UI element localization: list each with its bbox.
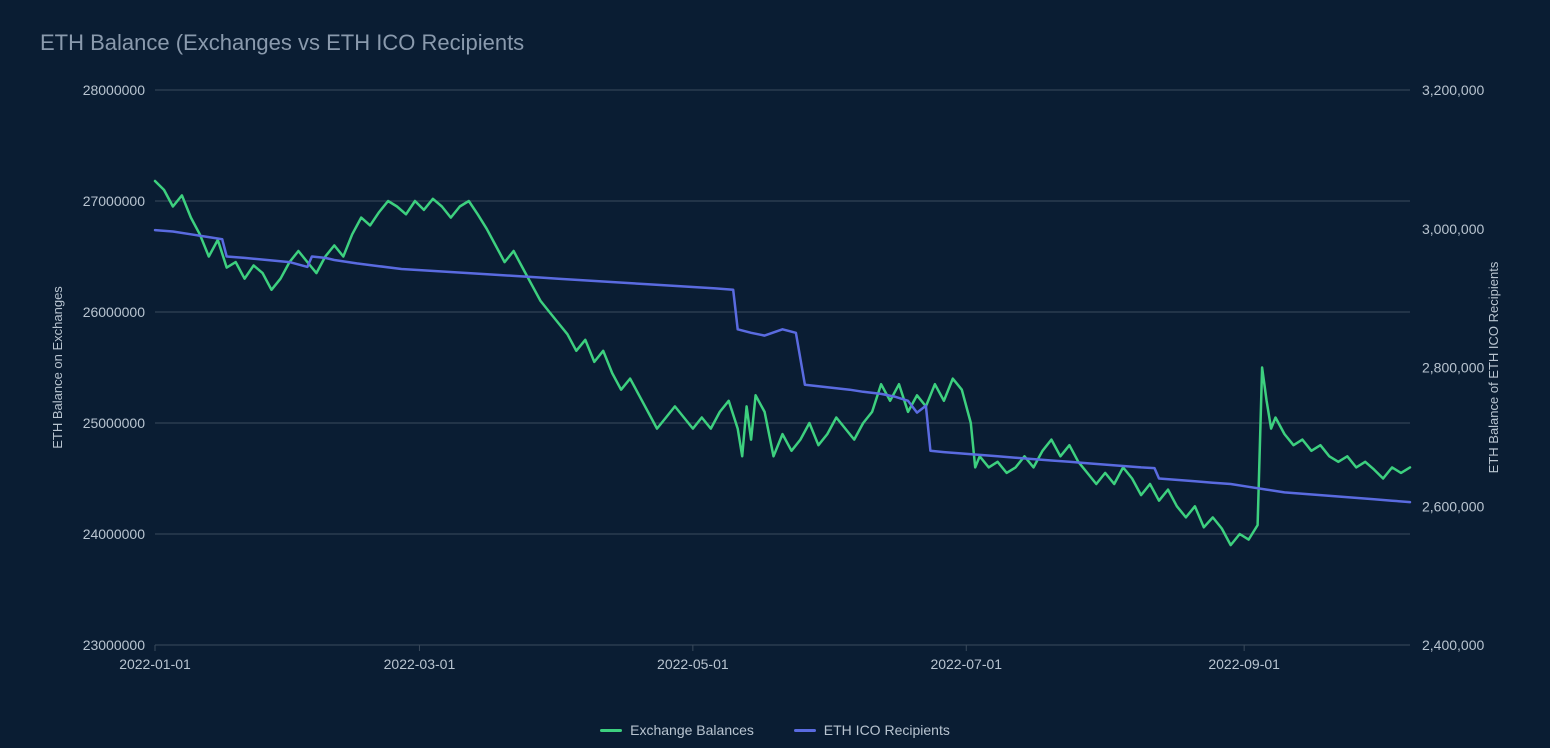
series-line-0 (155, 181, 1410, 545)
series-line-1 (155, 230, 1410, 502)
legend-item-exchange-balances[interactable]: Exchange Balances (600, 722, 754, 738)
y-right-tick-label: 2,600,000 (1422, 498, 1484, 514)
y-right-tick-label: 2,800,000 (1422, 360, 1484, 376)
legend-swatch-0 (600, 729, 622, 732)
legend-swatch-1 (794, 729, 816, 732)
x-tick-label: 2022-03-01 (384, 656, 456, 672)
y-right-tick-label: 2,400,000 (1422, 637, 1484, 653)
y-left-tick-label: 26000000 (83, 304, 146, 320)
y-left-tick-label: 24000000 (83, 526, 146, 542)
legend-label-1: ETH ICO Recipients (824, 722, 950, 738)
legend-item-eth-ico-recipients[interactable]: ETH ICO Recipients (794, 722, 950, 738)
y-right-axis-label: ETH Balance of ETH ICO Recipients (1486, 261, 1501, 473)
x-tick-label: 2022-09-01 (1208, 656, 1280, 672)
x-tick-label: 2022-05-01 (657, 656, 729, 672)
y-left-axis-label: ETH Balance on Exchanges (50, 286, 65, 449)
legend-label-0: Exchange Balances (630, 722, 754, 738)
x-tick-label: 2022-07-01 (930, 656, 1002, 672)
chart-container: 23000000 24000000 25000000 26000000 27000000… (40, 80, 1510, 718)
y-right-tick-label: 3,200,000 (1422, 82, 1484, 98)
y-left-tick-label: 25000000 (83, 415, 146, 431)
chart-svg: 23000000 24000000 25000000 26000000 27000000… (40, 80, 1510, 720)
chart-title: ETH Balance (Exchanges vs ETH ICO Recipi… (40, 30, 524, 56)
y-left-tick-label: 27000000 (83, 193, 146, 209)
y-left-tick-label: 28000000 (83, 82, 146, 98)
chart-legend: Exchange Balances ETH ICO Recipients (0, 719, 1550, 739)
y-left-tick-label: 23000000 (83, 637, 146, 653)
y-right-tick-label: 3,000,000 (1422, 221, 1484, 237)
x-tick-label: 2022-01-01 (119, 656, 191, 672)
